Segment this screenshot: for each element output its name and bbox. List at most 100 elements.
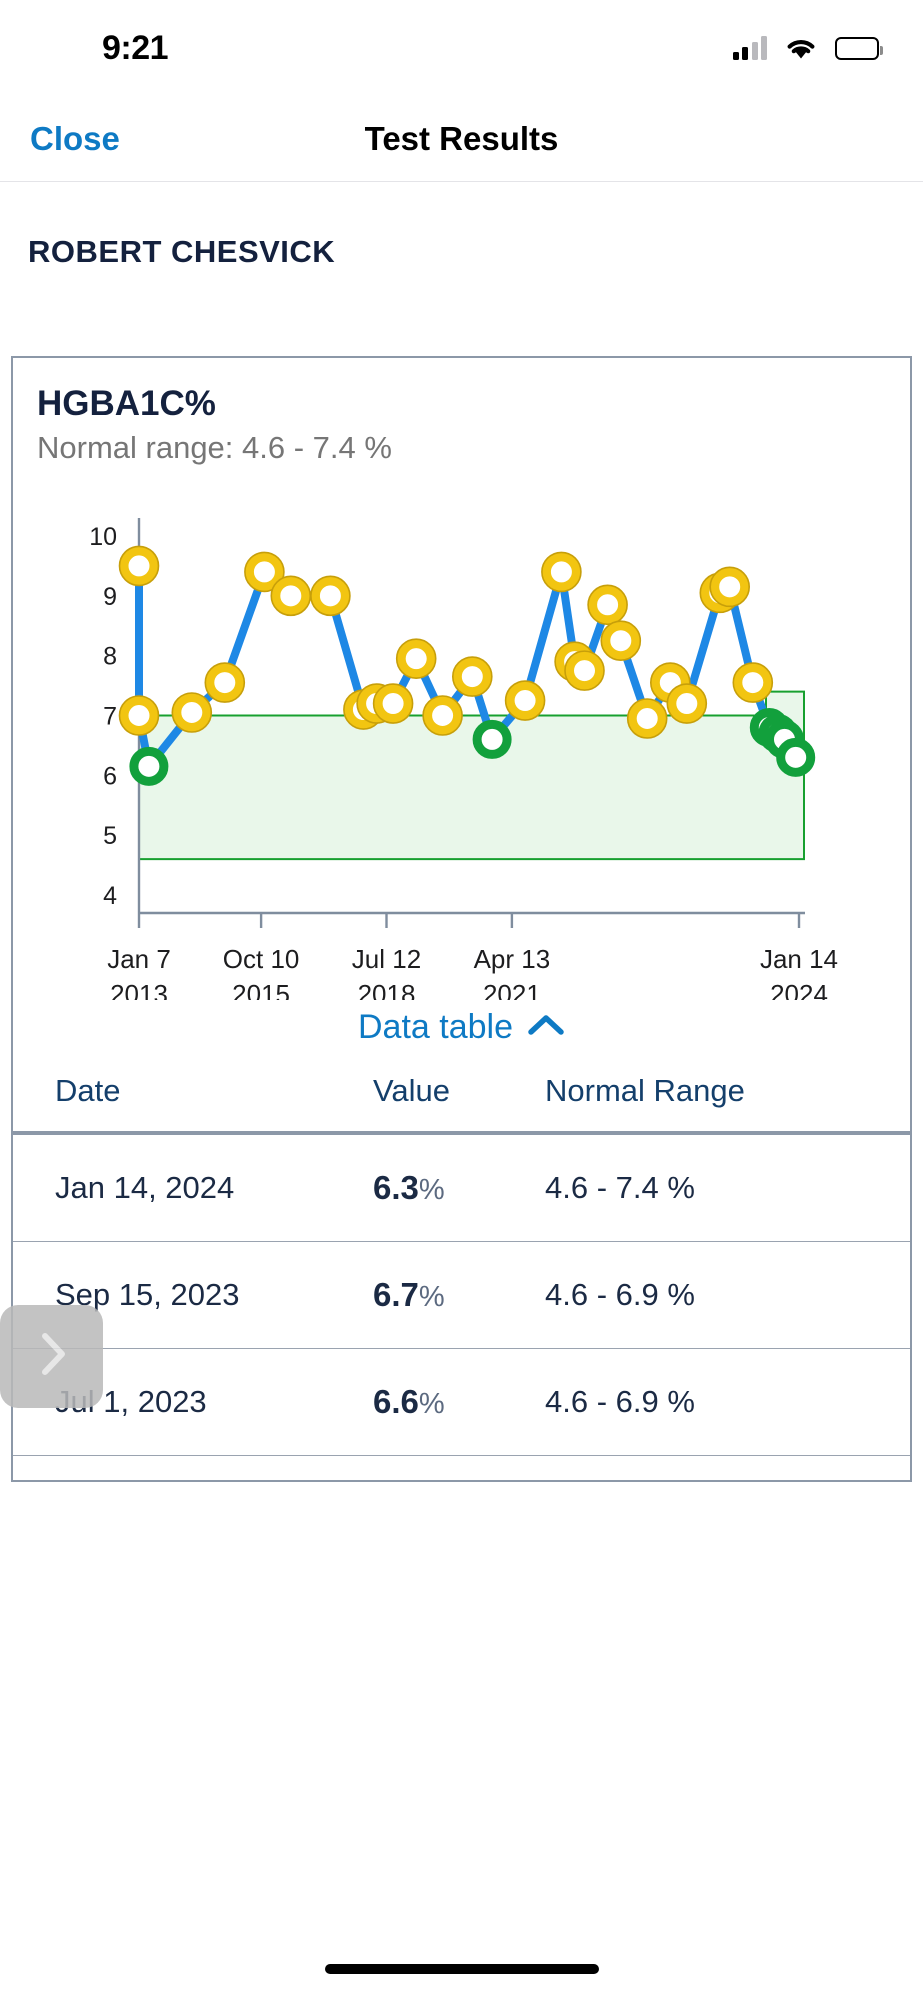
cell-value: 6.8% [373,1455,545,1480]
data-point-marker[interactable] [129,746,169,786]
cell-normal-range: 4.6 - 7.4 % [545,1133,910,1242]
data-point-normal[interactable] [472,719,512,759]
table-header-row: Date Value Normal Range [13,1073,910,1133]
data-point-marker[interactable] [776,737,816,777]
data-point-outline [310,575,351,617]
data-point-marker[interactable] [119,546,159,586]
data-point-marker[interactable] [310,576,350,616]
data-point-high[interactable] [451,656,493,697]
y-axis-tick-label: 5 [103,822,117,850]
y-axis-tick-label: 4 [103,882,117,910]
data-point-marker[interactable] [710,567,750,607]
trend-chart[interactable]: 10 9 8 7 6 5 4 Jan 7 2013 Oct 10 2015 Jul 12 2018 Apr… [13,480,912,1000]
table-row[interactable]: Sep 15, 2023 6.7% 4.6 - 6.9 % [13,1241,910,1349]
data-point-high[interactable] [171,692,213,733]
data-table-toggle[interactable]: Data table [13,1008,910,1047]
trend-chart-svg[interactable]: 10 9 8 7 6 5 4 Jan 7 2013 Oct 10 2015 Jul 12 2018 Apr… [13,480,912,1000]
data-point-high[interactable] [626,698,668,739]
chevron-up-icon [527,1008,565,1047]
status-bar: 9:21 [0,0,923,96]
data-point-normal[interactable] [129,746,169,786]
data-point-high[interactable] [587,584,628,626]
data-point-marker[interactable] [733,663,773,703]
data-point-outline [504,680,546,721]
cell-value-unit: % [418,1281,445,1313]
data-point-outline [372,683,414,724]
home-indicator [324,1964,599,1974]
data-point-marker[interactable] [396,639,436,679]
data-point-high[interactable] [270,575,312,617]
data-point-outline [541,551,582,593]
data-point-marker[interactable] [373,684,413,724]
cell-normal-range: 4.6 - 6.9 % [545,1348,910,1456]
data-point-high[interactable] [310,575,351,617]
close-button[interactable]: Close [30,119,120,157]
page-title: Test Results [364,119,559,157]
data-point-outline [709,566,751,608]
data-point-marker[interactable] [271,576,311,616]
data-point-high[interactable] [244,551,285,593]
data-point-marker[interactable] [667,684,707,724]
data-point-high[interactable] [732,662,774,703]
data-point-outline [395,638,437,679]
data-point-normal[interactable] [776,737,816,777]
data-point-marker[interactable] [119,696,159,735]
data-point-marker[interactable] [541,552,581,592]
data-point-high[interactable] [709,566,751,608]
data-point-outline [587,584,628,626]
cell-value-unit: % [418,1174,445,1206]
data-point-outline [451,656,493,697]
x-axis-tick-label: 2021 [483,979,541,1000]
data-point-high[interactable] [372,683,414,724]
back-swipe-affordance[interactable] [0,1305,103,1408]
data-point-high[interactable] [395,638,437,679]
data-point-marker[interactable] [505,681,545,721]
x-axis-tick-label: Jan 7 [107,944,171,974]
data-point-high[interactable] [504,680,546,721]
data-point-marker[interactable] [172,693,212,733]
test-name: HGBA1C% [37,384,216,423]
data-point-high[interactable] [600,620,642,662]
table-row[interactable]: Jan 14, 2024 6.3% 4.6 - 7.4 % [13,1133,910,1242]
data-point-high[interactable] [541,551,582,593]
data-point-high[interactable] [204,662,246,703]
x-axis-tick-label: 2018 [358,979,416,1000]
cell-date: Jan 14, 2024 [13,1133,373,1242]
data-point-outline [204,662,246,703]
data-point-high[interactable] [666,683,708,724]
data-point-outline [422,695,463,736]
data-point-marker[interactable] [601,621,641,661]
data-point-marker[interactable] [627,698,667,738]
data-point-outline [118,695,160,736]
data-point-high[interactable] [118,545,160,587]
data-point-high[interactable] [564,650,605,691]
data-table-toggle-label: Data table [358,1008,513,1046]
x-axis-tick-label: Oct 10 [223,944,300,974]
data-point-high[interactable] [118,695,160,736]
table-row[interactable]: Jul 1, 2023 6.6% 4.6 - 6.9 % [13,1348,910,1456]
y-axis-tick-label: 9 [103,583,117,611]
data-point-outline [118,545,160,587]
data-point-marker[interactable] [244,552,284,592]
cell-value-unit: % [418,1388,445,1420]
navigation-bar: Close Test Results [0,96,923,182]
data-point-outline [666,683,708,724]
data-point-marker[interactable] [423,696,463,735]
cell-normal-range: 4.6 - 6.9 % [545,1241,910,1349]
cellular-signal-icon [732,36,767,60]
data-point-high[interactable] [422,695,463,736]
x-axis-tick-label: 2024 [770,979,828,1000]
data-point-marker[interactable] [472,719,512,759]
cell-value-number: 6.3 [373,1169,419,1206]
data-point-marker[interactable] [565,651,604,691]
normal-range-band [138,690,805,861]
column-header-normal-range: Normal Range [545,1073,745,1108]
x-axis-tick-label: Apr 13 [474,944,551,974]
chevron-right-icon [32,1328,72,1385]
data-point-outline [244,551,285,593]
data-point-marker[interactable] [205,663,245,703]
data-point-marker[interactable] [588,585,628,625]
data-point-marker[interactable] [452,657,492,697]
y-axis-tick-label: 8 [103,643,117,671]
